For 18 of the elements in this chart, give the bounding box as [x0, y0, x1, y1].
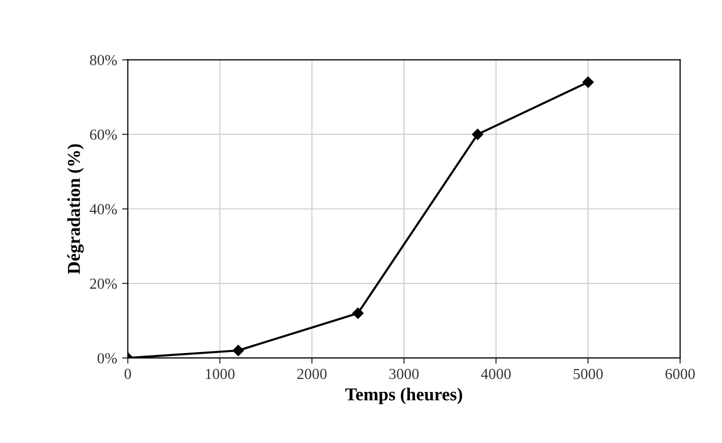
y-tick-label: 80% — [90, 54, 117, 66]
point — [232, 344, 244, 356]
y-tick-label: 40% — [90, 204, 117, 214]
y-tick-label: 60% — [90, 129, 117, 140]
x-tick-label: 4000 — [481, 368, 511, 380]
point — [472, 128, 484, 140]
x-tick-label: 2000 — [297, 368, 327, 380]
x-tick-label: 1000 — [206, 368, 235, 380]
y-tick-label: 0% — [98, 353, 117, 364]
x-tick-label: 5000 — [574, 368, 603, 380]
x-axis-title: Temps (heures) — [345, 388, 462, 404]
x-tick-label: 0 — [124, 368, 132, 380]
y-axis-title: Dégradation (%) — [67, 144, 84, 274]
y-tick-label: 20% — [90, 278, 117, 289]
point — [352, 308, 364, 319]
x-tick-label: 6000 — [666, 368, 695, 380]
point — [582, 76, 594, 88]
x-tick-label: 3000 — [389, 368, 419, 380]
